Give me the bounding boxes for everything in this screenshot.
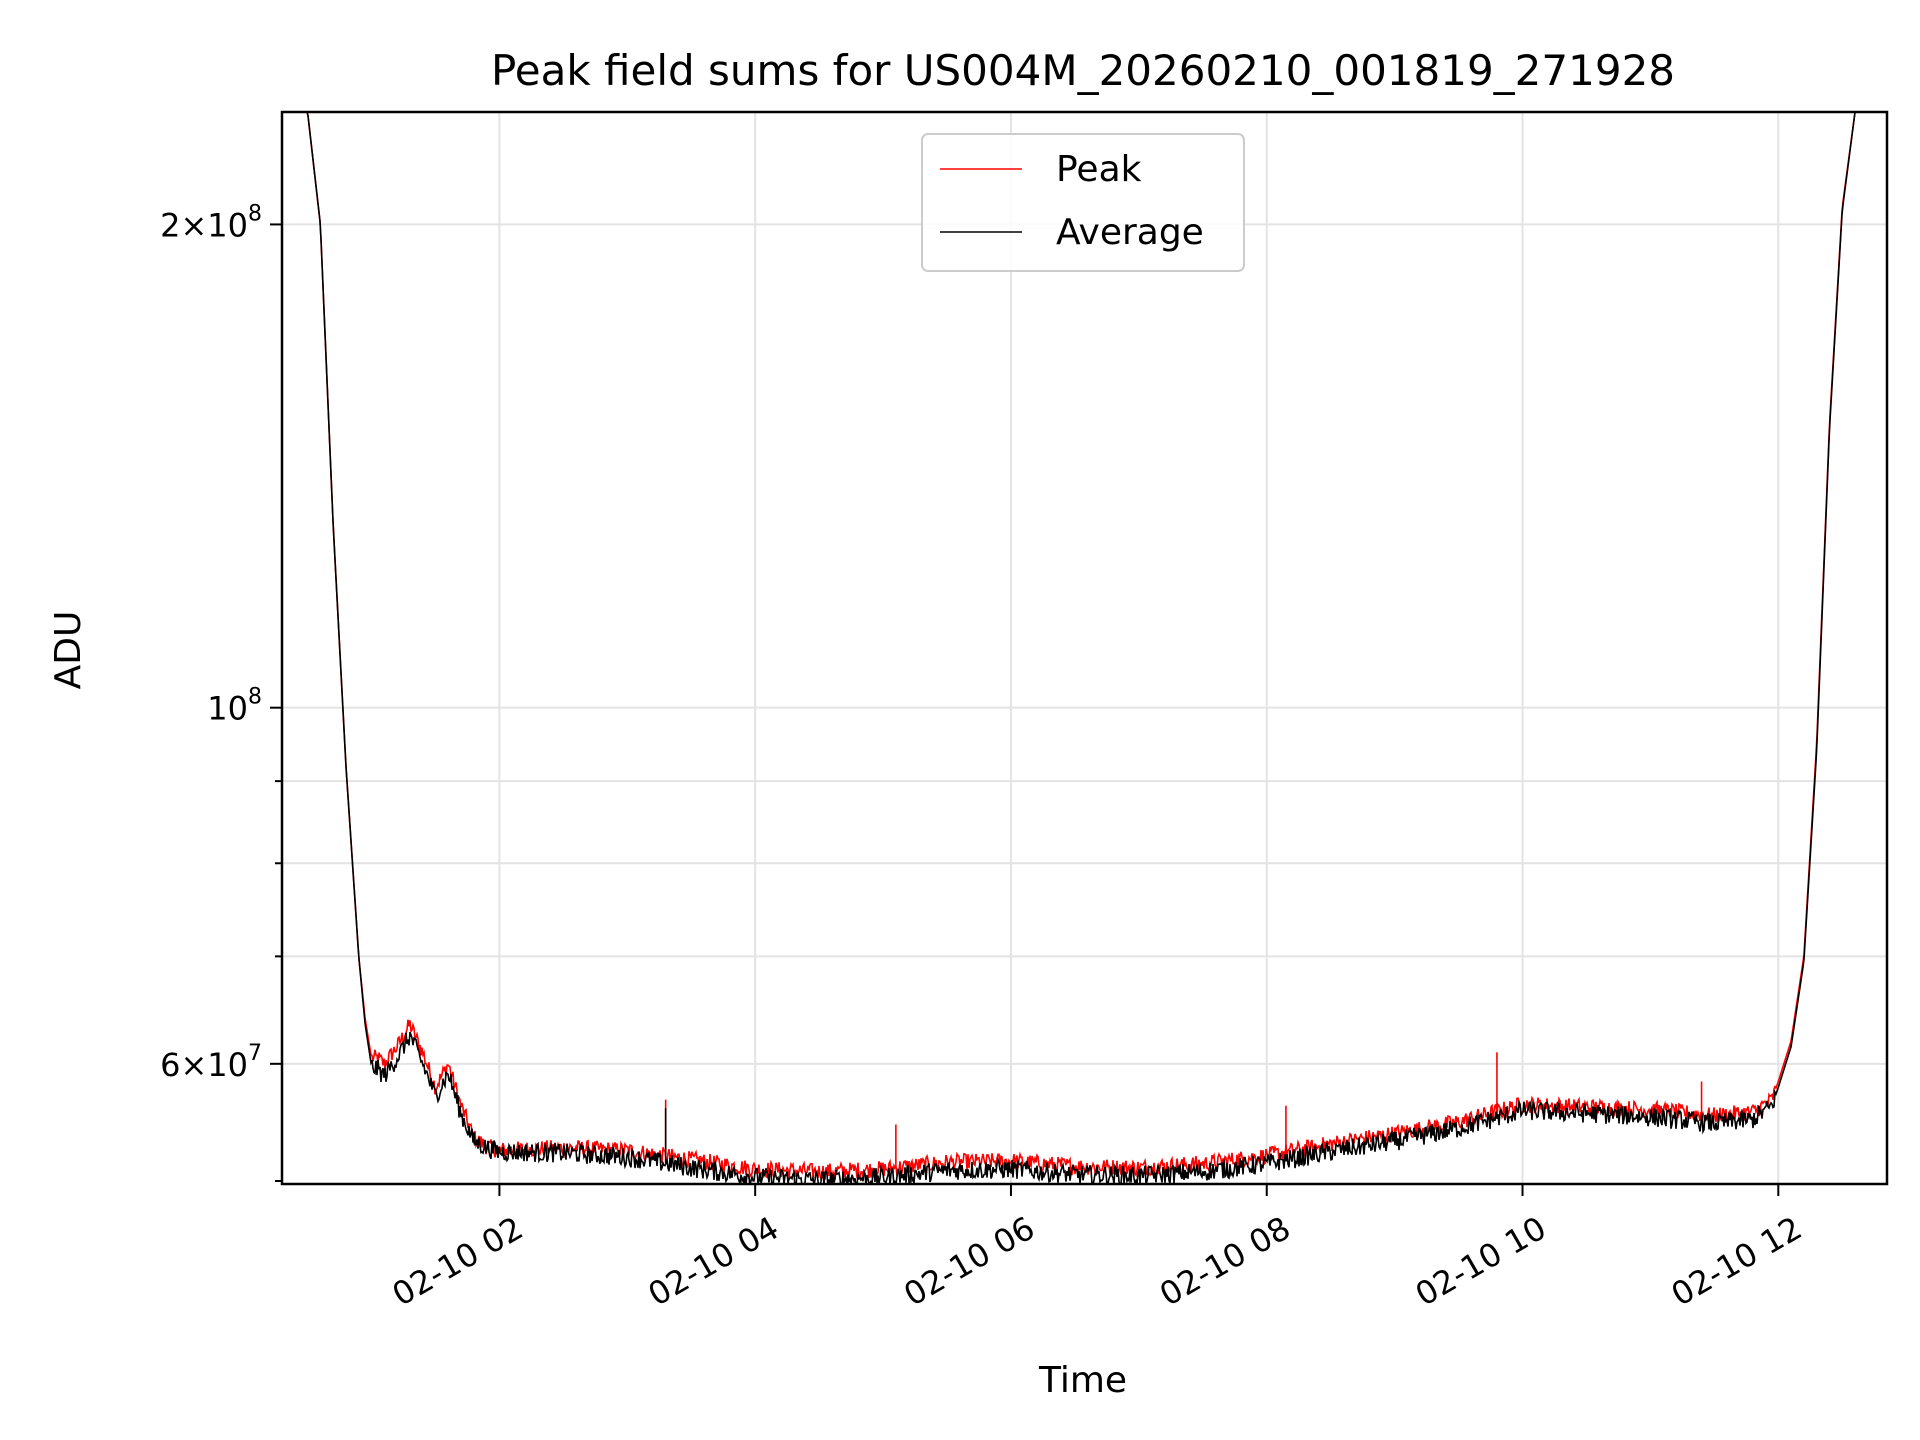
y-tick-label: 2×108 [160, 201, 262, 244]
legend-label-peak: Peak [1056, 149, 1142, 190]
plot-area [282, 112, 1887, 1184]
axes-frame [280, 110, 1889, 1186]
x-axis-label: Time [1038, 1360, 1127, 1401]
series-line-average [282, 112, 1887, 1184]
y-axis: 6×107 108 2×108 [160, 201, 282, 1182]
grid [282, 112, 1887, 1184]
y-tick-label: 6×107 [160, 1041, 262, 1084]
chart-title: Peak field sums for US004M_20260210_0018… [491, 46, 1675, 95]
legend: Peak Average [921, 133, 1245, 272]
y-tick-label: 108 [207, 685, 262, 728]
y-axis-label: ADU [48, 611, 89, 690]
legend-label-average: Average [1056, 212, 1204, 253]
